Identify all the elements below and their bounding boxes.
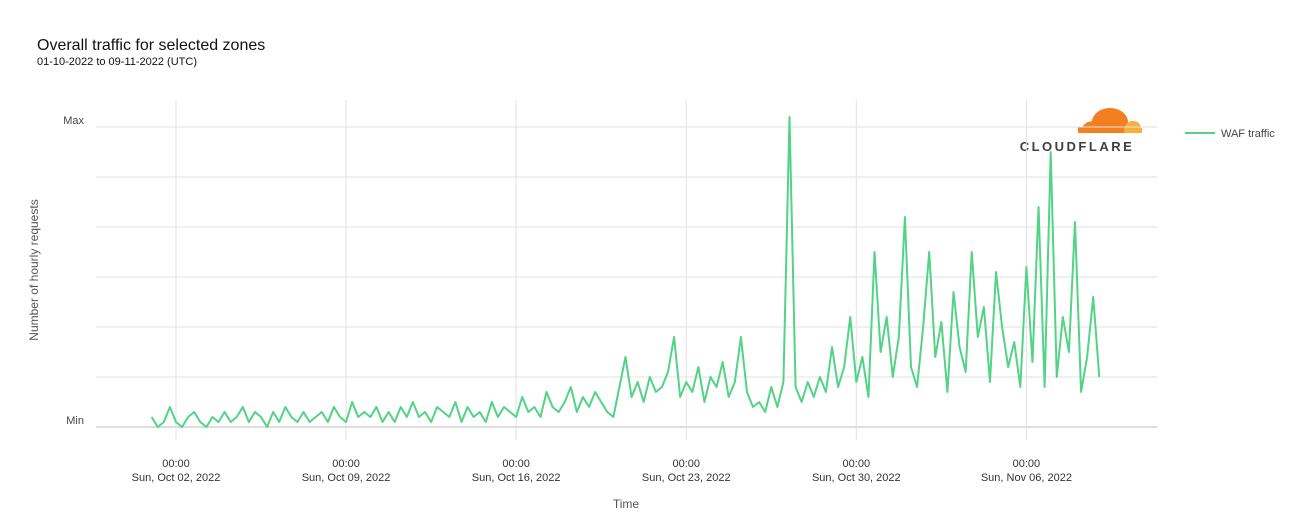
legend-label: WAF traffic	[1221, 128, 1275, 140]
logo-cloud	[1124, 128, 1142, 137]
logo-cloud	[1078, 127, 1130, 137]
x-tick-label: 00:00	[672, 458, 700, 470]
x-tick-label: Sun, Oct 23, 2022	[642, 472, 731, 484]
x-tick-label: Sun, Nov 06, 2022	[981, 472, 1072, 484]
x-tick-label: 00:00	[1013, 458, 1041, 470]
y-tick-label: Min	[66, 415, 84, 427]
x-tick-label: Sun, Oct 16, 2022	[472, 472, 561, 484]
logo-cloud-cut	[1076, 133, 1144, 137]
x-axis-label: Time	[613, 497, 640, 511]
series-line	[150, 116, 1101, 428]
x-tick-label: Sun, Oct 02, 2022	[132, 472, 221, 484]
y-tick-label: Max	[63, 115, 84, 127]
chart-title: Overall traffic for selected zones	[37, 37, 265, 54]
y-axis-label: Number of hourly requests	[27, 199, 41, 340]
x-tick-label: 00:00	[502, 458, 530, 470]
x-tick-label: 00:00	[843, 458, 871, 470]
x-tick-label: Sun, Oct 30, 2022	[812, 472, 901, 484]
logo: CLOUDFLARE	[1020, 108, 1144, 154]
x-tick-label: 00:00	[162, 458, 190, 470]
x-tick-label: 00:00	[332, 458, 360, 470]
chart-subtitle: 01-10-2022 to 09-11-2022 (UTC)	[37, 56, 197, 68]
x-tick-label: Sun, Oct 09, 2022	[302, 472, 391, 484]
logo-text: CLOUDFLARE	[1020, 139, 1135, 154]
